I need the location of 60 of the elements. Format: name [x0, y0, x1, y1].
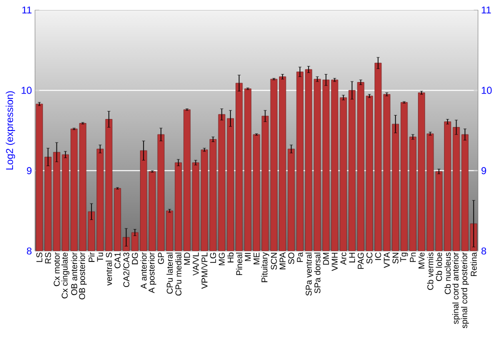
x-tick-label: VPM/VPL [201, 252, 208, 289]
x-tick-label: MI [244, 252, 251, 261]
x-tick-label: VA/VL [192, 252, 199, 276]
x-tick-label: SPa ventral [306, 252, 312, 296]
x-tick-label: MVe [418, 252, 424, 268]
x-tick-label: DM [323, 252, 329, 265]
x-tick-label: SPa dorsal [314, 252, 320, 294]
x-tick-label: Cx cingulate [61, 252, 70, 298]
y2-tick-label: 11 [482, 6, 491, 14]
x-tick-label: SCN [270, 252, 277, 270]
x-tick-label: CA1 [114, 252, 121, 268]
x-tick-label: Pa [296, 252, 303, 262]
x-tick-label: PAG [358, 252, 364, 269]
x-tick-label: VMH [332, 252, 338, 271]
x-tick-label: Cb vermis [427, 252, 434, 290]
y2-tick-label: 8 [481, 247, 486, 255]
y2-tick-label: 10 [482, 86, 492, 94]
x-tick-label: Cb lobe [436, 252, 442, 281]
x-tick-label: Pituitary [261, 252, 270, 282]
x-tick-label: OB posterior [78, 252, 87, 300]
x-tick-label: Hb [227, 252, 234, 262]
x-tick-label: A posterior [148, 252, 156, 294]
y-tick-label: 10 [22, 86, 32, 94]
x-tick-label: Cx motor [54, 252, 60, 286]
x-tick-label: VTA [384, 252, 390, 268]
x-tick-label: spinal cord posterior [461, 252, 469, 328]
x-tick-label: CPu lateral [166, 252, 173, 294]
x-tick-label: LS [36, 252, 42, 262]
x-tick-label: ventral S [106, 252, 112, 286]
x-tick-label: IC [375, 252, 382, 260]
x-tick-label: SC [366, 252, 372, 264]
x-tick-label: Pn [410, 252, 416, 262]
x-tick-label: RS [45, 252, 52, 264]
x-tick-label: LH [349, 252, 355, 262]
x-tick-label: spinal cord anterior [452, 252, 460, 324]
x-tick-label: MPA [280, 252, 286, 270]
x-tick-label: Pineal [236, 252, 242, 276]
y-tick-label: 11 [22, 6, 32, 14]
x-tick-label: ME [254, 252, 260, 264]
x-tick-label: Tg [400, 252, 408, 262]
x-tick-label: CPu medial [175, 252, 182, 296]
x-tick-label: Retina [470, 252, 477, 276]
x-tick-label: CA2/CA3 [123, 252, 130, 288]
x-tick-label: MG [218, 252, 225, 266]
x-tick-label: OB anterior [70, 252, 78, 296]
x-tick-label: Tu [97, 252, 104, 262]
y-axis-title: Log2 (expression) [6, 91, 16, 170]
x-tick-label: A anterior [140, 252, 147, 289]
y2-tick-label: 9 [481, 167, 486, 174]
x-tick-label: SN [392, 252, 398, 264]
x-tick-label: MD [184, 252, 190, 265]
x-tick-label: Pir [88, 252, 95, 262]
x-tick-label: Cb nucleus [444, 252, 451, 294]
x-tick-label: LG [210, 252, 216, 263]
x-tick-label: GP [158, 252, 164, 264]
x-tick-label: SO [288, 252, 294, 264]
x-tick-label: Arc [340, 252, 346, 265]
y-tick-label: 8 [26, 247, 32, 255]
y-tick-label: 9 [26, 167, 32, 174]
x-tick-label: DG [132, 252, 138, 264]
